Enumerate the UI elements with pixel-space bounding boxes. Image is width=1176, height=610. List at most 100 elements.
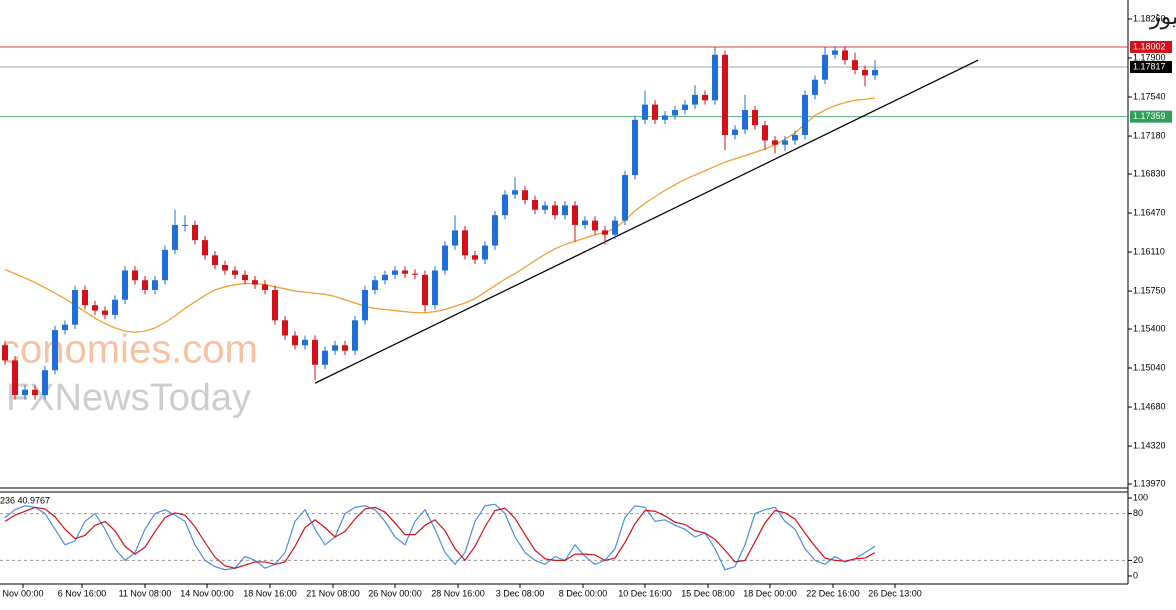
candle-body [182,224,188,226]
candle-body [12,360,18,396]
x-tick-label: 22 Dec 16:00 [806,588,860,598]
x-tick-label: 21 Nov 08:00 [306,588,360,598]
candle-body [552,205,558,216]
candle-body [622,175,628,221]
candle-body [422,274,428,306]
x-tick-label: 14 Nov 00:00 [180,588,234,598]
candle-body [332,345,338,351]
candle-body [402,270,408,274]
candle-body [632,119,638,176]
x-tick-label: 26 Dec 13:00 [868,588,922,598]
candle-body [542,205,548,210]
candle-body [832,50,838,55]
candle-body [852,60,858,70]
candle-body [752,110,758,126]
candle-body [252,280,258,285]
oscillator-line [4,503,876,571]
candle-body [42,370,48,396]
y-tick-label: 1.17540 [1133,91,1166,101]
candle-body [152,280,158,290]
candle-body [442,245,448,271]
x-tick-label: 26 Nov 00:00 [368,588,422,598]
candle-body [572,205,578,225]
y-tick-label: 20 [1133,555,1143,565]
candle-body [322,350,328,365]
y-tick-label: 100 [1133,492,1148,502]
candle-body [772,140,778,145]
candle-body [702,94,708,101]
candle-body [352,320,358,351]
candle-body [272,289,278,321]
candle-body [172,224,178,250]
y-tick-label: 1.14320 [1133,440,1166,450]
candle-body [782,140,788,145]
candle-body [822,54,828,80]
candle-body [872,69,878,76]
candle-body [642,104,648,120]
candle-body [412,273,418,275]
candle-body [222,265,228,271]
candle-body [792,134,798,141]
candle-body [242,274,248,281]
candle-body [112,299,118,315]
candle-body [712,54,718,101]
x-tick-label: 11 Nov 08:00 [119,588,172,598]
candle-body [2,345,8,361]
candle-body [732,129,738,135]
y-tick-label: 1.17180 [1133,130,1166,140]
candle-body [652,104,658,120]
candle-body [522,190,528,201]
candle-body [162,249,168,281]
level-label: 1.17359 [1133,111,1166,121]
trendline [314,59,979,384]
candle-body [92,305,98,311]
x-tick-label: 3 Dec 08:00 [496,588,545,598]
level-label: 1.18002 [1133,41,1166,51]
candle-body [342,345,348,351]
candle-body [392,270,398,275]
y-tick-label: 1.14680 [1133,401,1166,411]
y-tick-label: 1.16830 [1133,168,1166,178]
y-tick-label: 1.17900 [1133,52,1166,62]
candle-body [862,69,868,76]
candle-body [212,255,218,266]
candle-body [292,335,298,346]
x-tick-label: 15 Dec 08:00 [681,588,735,598]
candle-body [302,339,308,346]
level-label: 1.17817 [1133,61,1166,71]
x-tick-label: 6 Nov 16:00 [58,588,107,598]
y-tick-label: 80 [1133,508,1143,518]
level-label-box [1130,110,1172,123]
indicator-label: 236 40.9767 [0,495,50,505]
candle-body [562,205,568,216]
candle-body [372,280,378,290]
x-tick-label: 8 Dec 00:00 [559,588,608,598]
candle-body [802,94,808,135]
candle-body [662,115,668,120]
candle-body [142,280,148,290]
y-tick-label: 1.18260 [1133,13,1166,23]
candle-body [842,50,848,61]
candle-body [192,224,198,241]
candle-body [52,330,58,371]
x-tick-label: 28 Nov 16:00 [431,588,485,598]
candle-body [202,240,208,256]
candle-body [502,194,508,216]
candle-body [602,230,608,235]
x-tick-label: Nov 00:00 [2,588,43,598]
candle-body [82,289,88,306]
candle-body [282,320,288,336]
y-tick-label: 1.13970 [1133,478,1166,488]
candle-body [482,245,488,260]
x-tick-label: 18 Dec 00:00 [743,588,797,598]
candle-body [232,270,238,275]
candle-body [312,339,318,365]
moving-average [4,97,876,333]
candle-body [382,274,388,281]
candle-body [122,270,128,300]
candle-body [62,324,68,331]
candle-body [582,220,588,225]
y-tick-label: 1.15400 [1133,323,1166,333]
candle-body [492,215,498,246]
